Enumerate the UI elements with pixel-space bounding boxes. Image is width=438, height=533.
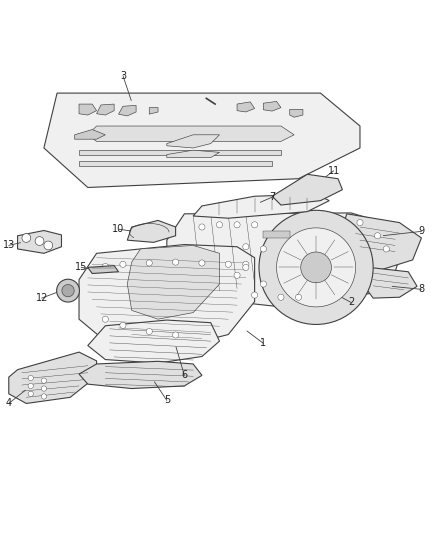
- Polygon shape: [88, 126, 293, 141]
- Circle shape: [62, 285, 74, 297]
- Circle shape: [172, 259, 178, 265]
- Text: 2: 2: [347, 297, 353, 308]
- Text: 6: 6: [181, 370, 187, 381]
- Circle shape: [295, 294, 301, 300]
- Polygon shape: [237, 102, 254, 112]
- Polygon shape: [88, 320, 219, 363]
- Polygon shape: [79, 361, 201, 389]
- Polygon shape: [96, 104, 114, 115]
- Circle shape: [44, 241, 53, 250]
- Circle shape: [146, 328, 152, 335]
- Circle shape: [120, 322, 126, 328]
- Circle shape: [102, 316, 108, 322]
- Polygon shape: [166, 213, 403, 307]
- Circle shape: [225, 261, 231, 268]
- Text: 13: 13: [3, 240, 15, 251]
- Circle shape: [41, 394, 46, 399]
- Circle shape: [57, 279, 79, 302]
- Circle shape: [216, 222, 222, 228]
- Circle shape: [28, 391, 33, 397]
- Text: 10: 10: [112, 224, 124, 234]
- Polygon shape: [337, 214, 420, 271]
- Circle shape: [120, 261, 126, 268]
- Text: 1: 1: [260, 338, 266, 349]
- Text: 15: 15: [75, 262, 87, 272]
- Circle shape: [258, 211, 372, 325]
- Circle shape: [198, 224, 205, 230]
- Circle shape: [277, 294, 283, 300]
- Polygon shape: [79, 150, 280, 155]
- Polygon shape: [263, 231, 289, 238]
- Polygon shape: [166, 135, 219, 148]
- Text: 8: 8: [417, 284, 424, 294]
- Text: 11: 11: [327, 166, 339, 176]
- Circle shape: [251, 222, 257, 228]
- Circle shape: [198, 260, 205, 266]
- Text: 3: 3: [120, 70, 126, 80]
- Polygon shape: [9, 352, 96, 403]
- Text: 4: 4: [6, 399, 12, 408]
- Circle shape: [242, 261, 248, 268]
- Circle shape: [233, 272, 240, 278]
- Circle shape: [242, 264, 248, 270]
- Polygon shape: [149, 108, 158, 114]
- Text: 9: 9: [417, 227, 424, 236]
- Circle shape: [41, 386, 46, 391]
- Polygon shape: [79, 245, 254, 348]
- Polygon shape: [127, 245, 219, 319]
- Polygon shape: [263, 101, 280, 111]
- Polygon shape: [289, 109, 302, 117]
- Polygon shape: [127, 221, 175, 243]
- Polygon shape: [364, 268, 416, 298]
- Circle shape: [242, 244, 248, 250]
- Circle shape: [260, 281, 266, 287]
- Circle shape: [356, 220, 362, 225]
- Polygon shape: [44, 93, 359, 188]
- Text: 7: 7: [268, 192, 275, 202]
- Circle shape: [374, 233, 380, 239]
- Circle shape: [233, 222, 240, 228]
- Circle shape: [28, 383, 33, 389]
- Circle shape: [172, 332, 178, 338]
- Circle shape: [41, 378, 46, 383]
- Text: 5: 5: [163, 395, 170, 406]
- Circle shape: [260, 246, 266, 252]
- Polygon shape: [79, 161, 272, 166]
- Circle shape: [276, 228, 355, 307]
- Polygon shape: [272, 174, 342, 205]
- Polygon shape: [18, 230, 61, 253]
- Circle shape: [251, 292, 257, 298]
- Text: 12: 12: [35, 293, 48, 303]
- Circle shape: [102, 263, 108, 270]
- Circle shape: [382, 246, 389, 252]
- Polygon shape: [193, 194, 328, 218]
- Polygon shape: [74, 130, 105, 139]
- Circle shape: [22, 233, 31, 243]
- Circle shape: [300, 252, 331, 282]
- Polygon shape: [79, 104, 96, 115]
- Circle shape: [35, 237, 44, 245]
- Circle shape: [146, 260, 152, 266]
- Polygon shape: [166, 150, 219, 158]
- Circle shape: [28, 375, 33, 381]
- Polygon shape: [118, 106, 136, 116]
- Polygon shape: [88, 265, 118, 273]
